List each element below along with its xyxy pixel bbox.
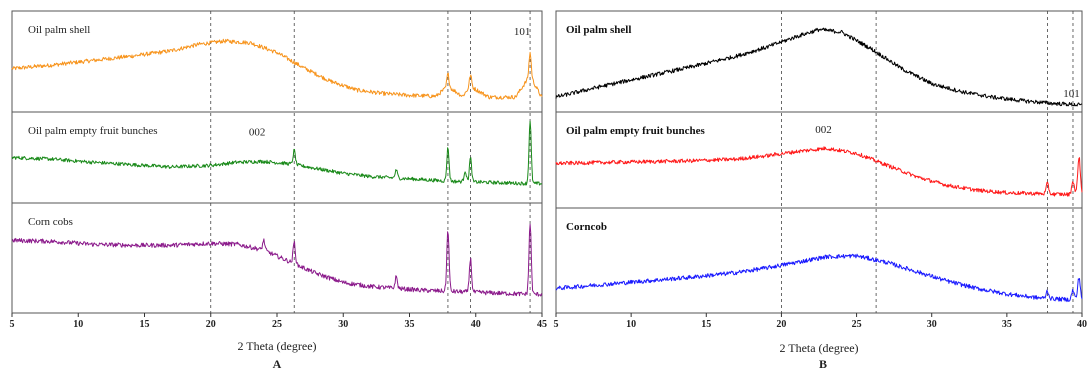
- x-tick-label: 40: [1077, 319, 1087, 330]
- panel-b: 5 10 15 20 25 30 35 40 2 Theta (degree) B Oil palm…: [554, 10, 1087, 371]
- x-tick-label: 20: [776, 319, 786, 330]
- series-trace: [11, 120, 542, 186]
- peak-annotation: 101: [514, 26, 531, 38]
- x-axis-label: 2 Theta (degree): [779, 341, 858, 355]
- x-tick-label: 15: [701, 319, 711, 330]
- series-trace: [11, 38, 543, 100]
- series-label: Oil palm empty fruit bunches: [28, 125, 158, 137]
- x-tick-label: 25: [272, 319, 282, 330]
- x-tick-label: 10: [73, 319, 83, 330]
- series-label: Oil palm shell: [28, 24, 90, 36]
- series-trace: [11, 223, 543, 297]
- x-tick-label: 5: [10, 319, 15, 330]
- x-tick-label: 30: [338, 319, 348, 330]
- x-tick-label: 40: [471, 319, 481, 330]
- x-tick-label: 30: [927, 319, 937, 330]
- series-label: Corn cobs: [28, 216, 73, 228]
- peak-annotation: 002: [249, 126, 266, 138]
- x-tick-label: 10: [626, 319, 636, 330]
- series-label: Oil palm shell: [566, 24, 631, 36]
- series-trace: [555, 146, 1083, 197]
- panel-frame: [555, 10, 1083, 314]
- panel-label: A: [273, 357, 282, 371]
- peak-annotation: 002: [815, 124, 832, 136]
- panel-frame: [11, 10, 543, 314]
- series-label: Oil palm empty fruit bunches: [566, 125, 705, 137]
- x-tick-label: 15: [140, 319, 150, 330]
- series-label: Corncob: [566, 221, 607, 233]
- panel-label: B: [819, 357, 827, 371]
- peak-annotation: 101: [1063, 88, 1080, 100]
- x-tick-label: 35: [1002, 319, 1012, 330]
- series-trace: [555, 253, 1083, 303]
- x-tick-label: 35: [405, 319, 415, 330]
- series-trace: [555, 27, 1083, 107]
- x-tick-label: 5: [554, 319, 559, 330]
- x-axis-label: 2 Theta (degree): [237, 339, 316, 353]
- x-tick-label: 45: [537, 319, 547, 330]
- panel-a: 5 10 15 20 25 30 35 40 45 2 Theta (degree) A Oil pa…: [10, 10, 547, 371]
- x-tick-label: 25: [852, 319, 862, 330]
- x-tick-label: 20: [206, 319, 216, 330]
